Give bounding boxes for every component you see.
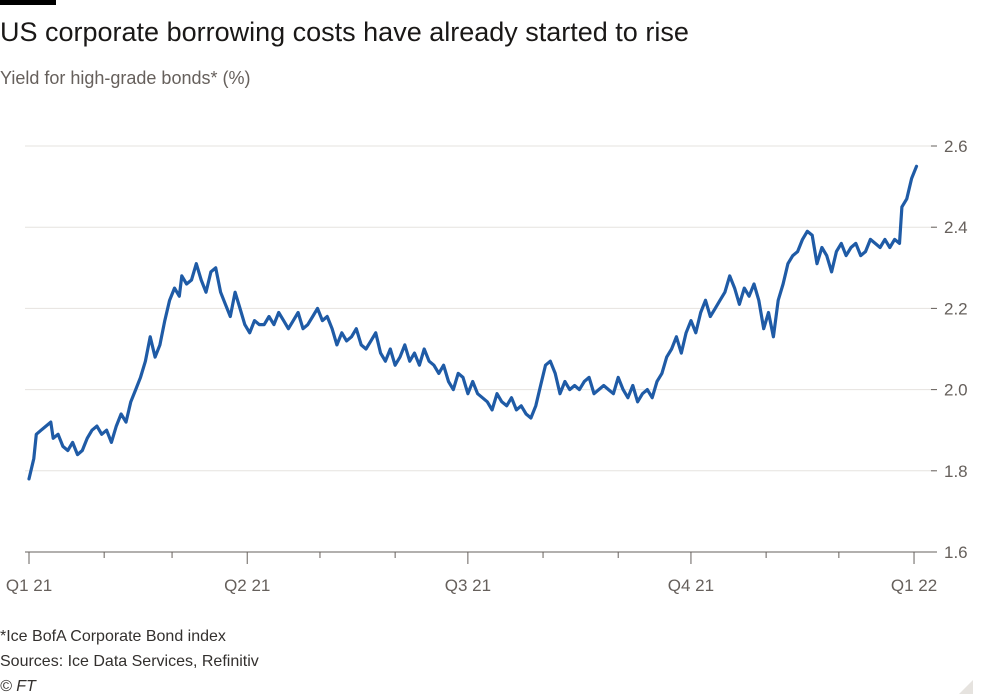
- resize-corner-icon: [959, 680, 973, 694]
- y-tick-label: 2.0: [944, 381, 968, 400]
- x-tick-label: Q4 21: [668, 576, 714, 595]
- y-tick-label: 2.4: [944, 218, 968, 237]
- chart-title: US corporate borrowing costs have alread…: [0, 17, 689, 47]
- series-line: [27, 164, 919, 481]
- chart-subtitle: Yield for high-grade bonds* (%): [0, 68, 251, 88]
- gridlines: [25, 145, 935, 553]
- copyright: © FT: [0, 678, 36, 695]
- x-tick-label: Q3 21: [445, 576, 491, 595]
- y-tick-label: 1.6: [944, 543, 968, 562]
- y-tick-label: 1.8: [944, 462, 968, 481]
- x-axis: 1.6 1.8 2.0 2.2 2.4 2.6 Q1 21 Q2 21 Q3 21 Q4 21 Q1…: [6, 137, 968, 595]
- x-tick-label: Q2 21: [224, 576, 270, 595]
- footnote: *Ice BofA Corporate Bond index: [0, 628, 226, 645]
- y-tick-label: 2.2: [944, 299, 968, 318]
- x-tick-label: Q1 22: [891, 576, 937, 595]
- series-layer: [27, 164, 919, 481]
- x-tick-label: Q1 21: [6, 576, 52, 595]
- sources-note: Sources: Ice Data Services, Refinitiv: [0, 653, 259, 670]
- ft-brand-bar: [0, 0, 56, 5]
- y-tick-label: 2.6: [944, 137, 968, 156]
